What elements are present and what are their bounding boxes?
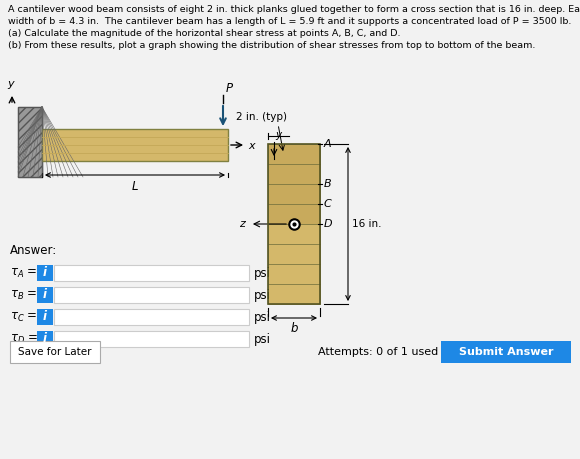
Text: A: A [324,139,332,149]
Text: B: B [324,179,332,189]
Text: width of b = 4.3 in.  The cantilever beam has a length of L = 5.9 ft and it supp: width of b = 4.3 in. The cantilever beam… [8,17,571,26]
Bar [37,265,53,281]
Text: i: i [43,310,47,324]
Text: i: i [43,332,47,346]
Bar [268,144,320,304]
Bar [10,341,100,363]
Text: (a) Calculate the magnitude of the horizontal shear stress at points A, B, C, an: (a) Calculate the magnitude of the horiz… [8,29,401,38]
Bar [54,287,249,303]
Text: psi: psi [254,332,271,346]
Text: Attempts: 0 of 1 used: Attempts: 0 of 1 used [318,347,438,357]
Text: 2 in. (typ): 2 in. (typ) [236,112,287,122]
Bar [18,107,42,177]
Bar [268,244,320,264]
Text: i: i [43,289,47,302]
Bar [37,287,53,303]
Text: C: C [324,199,332,209]
Text: $\tau_B$ =: $\tau_B$ = [10,288,38,302]
Text: P: P [226,82,233,95]
Bar [18,107,42,177]
Bar [54,265,249,281]
Text: Submit Answer: Submit Answer [459,347,553,357]
Bar [42,129,228,161]
Bar [54,309,249,325]
Bar [268,144,320,164]
Text: x: x [248,141,255,151]
Text: psi: psi [254,289,271,302]
Text: Save for Later: Save for Later [18,347,92,357]
Bar [37,331,53,347]
Text: Answer:: Answer: [10,244,57,257]
Bar [54,331,249,347]
Bar [37,309,53,325]
Bar [268,204,320,224]
Text: psi: psi [254,310,271,324]
Text: $\tau_A$ =: $\tau_A$ = [10,267,38,280]
Text: i: i [43,267,47,280]
Text: y: y [8,79,14,89]
Text: 16 in.: 16 in. [352,219,382,229]
Bar [268,264,320,284]
Text: y: y [275,130,281,140]
Text: A cantilever wood beam consists of eight 2 in. thick planks glued together to fo: A cantilever wood beam consists of eight… [8,5,580,14]
Text: (b) From these results, plot a graph showing the distribution of shear stresses : (b) From these results, plot a graph sho… [8,41,535,50]
Text: L: L [132,180,138,193]
Text: b: b [290,322,298,335]
Bar [268,164,320,184]
Bar [268,284,320,304]
Text: psi: psi [254,267,271,280]
Bar [441,341,571,363]
Text: $\tau_C$ =: $\tau_C$ = [10,310,38,324]
Bar [268,224,320,244]
Text: $\tau_D$ =: $\tau_D$ = [10,332,38,346]
Bar [268,184,320,204]
Text: D: D [324,219,332,229]
Text: z: z [239,219,245,229]
